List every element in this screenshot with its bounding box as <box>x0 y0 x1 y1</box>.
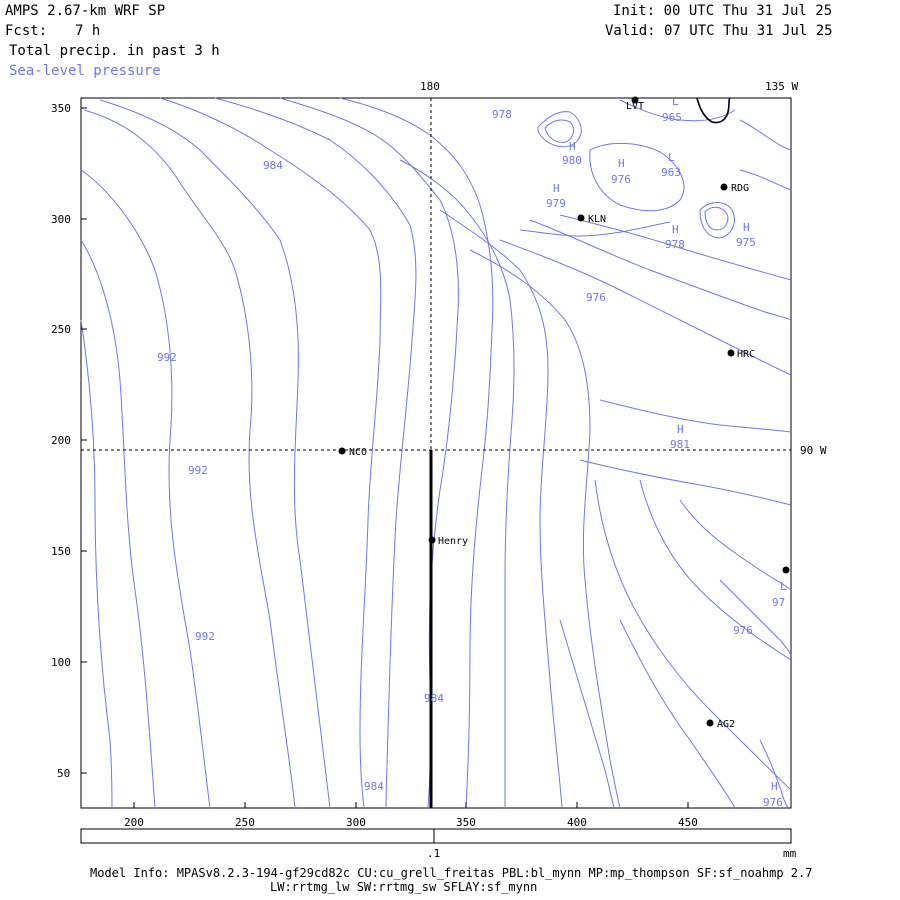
contour-label: 976 <box>733 624 753 637</box>
pressure-center-marker: H <box>743 221 750 234</box>
pressure-center-marker: L <box>672 95 679 108</box>
contour-label: 992 <box>188 464 208 477</box>
station-marker <box>727 349 735 357</box>
slp-contours-complex <box>519 99 792 239</box>
color-bar <box>80 828 792 844</box>
contour-label: 976 <box>611 173 631 186</box>
station-label: HRC <box>737 349 755 360</box>
y-tick-label: 150 <box>51 545 71 558</box>
x-tick-label: 250 <box>235 816 255 829</box>
x-tick-label: 400 <box>567 816 587 829</box>
lon-label-180: 180 <box>420 80 440 93</box>
station-marker <box>577 214 585 222</box>
station-label: LVT <box>626 101 644 112</box>
contour-label: 979 <box>546 197 566 210</box>
forecast-value: 7 h <box>75 23 101 39</box>
coastline <box>696 97 731 124</box>
pressure-center-marker: H <box>771 780 778 793</box>
x-tick-label: 300 <box>346 816 366 829</box>
pressure-centers: L H H L H H H H L H <box>553 95 787 793</box>
forecast-label: Fcst: <box>5 23 48 39</box>
model-title: AMPS 2.67-km WRF SP <box>5 3 166 19</box>
pressure-center-marker: H <box>553 182 560 195</box>
contour-label: 992 <box>157 351 177 364</box>
contour-label: 981 <box>670 438 690 451</box>
y-axis: 350 300 250 200 150 100 50 <box>51 102 87 780</box>
init-time: Init: 00 UTC Thu 31 Jul 25 <box>613 3 833 19</box>
contour-label: 992 <box>195 630 215 643</box>
station-marker <box>720 183 728 191</box>
contour-labels: 978 965 980 976 963 979 978 975 984 976 … <box>157 108 785 809</box>
color-bar-unit: mm <box>783 847 797 860</box>
x-tick-label: 450 <box>678 816 698 829</box>
model-info-line2: LW:rrtmg_lw SW:rrtmg_sw SFLAY:sf_mynn <box>270 880 538 894</box>
slp-contours <box>80 97 792 809</box>
contour-label: 97 <box>772 596 785 609</box>
station-label: RDG <box>731 183 749 194</box>
valid-time: Valid: 07 UTC Thu 31 Jul 25 <box>605 23 833 39</box>
contour-label: 978 <box>492 108 512 121</box>
y-tick-label: 300 <box>51 213 71 226</box>
contour-label: 980 <box>562 154 582 167</box>
x-axis: 200 250 300 350 400 450 <box>124 802 698 829</box>
contour-label: 984 <box>364 780 384 793</box>
lon-label-90w: 90 W <box>800 444 827 457</box>
y-tick-label: 100 <box>51 656 71 669</box>
y-tick-label: 350 <box>51 102 71 115</box>
y-tick-label: 50 <box>57 767 70 780</box>
pressure-center-marker: H <box>618 157 625 170</box>
color-bar-tick-label: .1 <box>427 847 440 860</box>
station-marker <box>782 566 790 574</box>
map-frame <box>80 97 792 809</box>
pressure-center-marker: H <box>672 223 679 236</box>
station-label: NCO <box>349 447 367 458</box>
stations: LVT RDG KLN HRC NCO Henry AG2 <box>338 96 790 730</box>
field-precip-label: Total precip. in past 3 h <box>9 43 220 59</box>
pressure-center-marker: H <box>677 423 684 436</box>
x-tick-label: 200 <box>124 816 144 829</box>
contour-label: 978 <box>665 238 685 251</box>
station-marker <box>428 536 436 544</box>
pressure-center-marker: L <box>668 151 675 164</box>
model-info-line1: Model Info: MPASv8.2.3-194-gf29cd82c CU:… <box>90 866 813 880</box>
contour-label: 984 <box>424 692 444 705</box>
x-tick-label: 350 <box>456 816 476 829</box>
contour-label: 963 <box>661 166 681 179</box>
contour-label: 984 <box>263 159 283 172</box>
contour-label: 965 <box>662 111 682 124</box>
station-marker <box>706 719 714 727</box>
y-tick-label: 250 <box>51 323 71 336</box>
y-tick-label: 200 <box>51 434 71 447</box>
station-label: KLN <box>588 214 606 225</box>
pressure-center-marker: L <box>780 580 787 593</box>
field-slp-label: Sea-level pressure <box>9 63 161 79</box>
lon-label-135w: 135 W <box>765 80 798 93</box>
station-marker <box>631 96 639 104</box>
pressure-center-marker: H <box>569 140 576 153</box>
contour-label: 976 <box>763 796 783 809</box>
contour-label: 975 <box>736 236 756 249</box>
station-marker <box>338 447 346 455</box>
station-label: AG2 <box>717 719 735 730</box>
station-label: Henry <box>438 536 468 547</box>
contour-label: 976 <box>586 291 606 304</box>
